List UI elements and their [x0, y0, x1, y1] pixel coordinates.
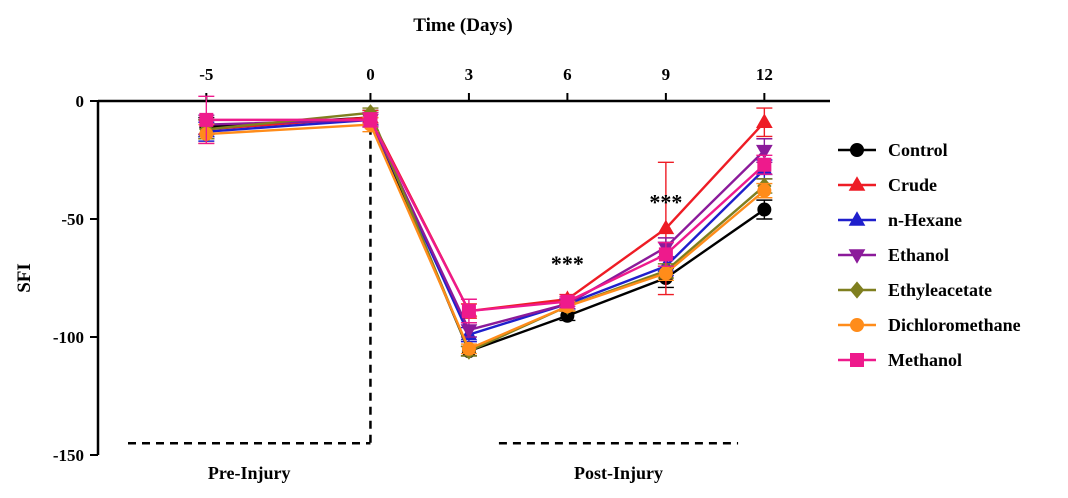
series-line: [206, 118, 766, 313]
legend-item: Crude: [838, 175, 937, 195]
phase-layer: Pre-Injury Post-Injury: [128, 112, 739, 483]
data-point: [757, 157, 772, 172]
legend-item: n-Hexane: [838, 210, 962, 230]
legend-item: Methanol: [838, 350, 962, 370]
x-tick-label: 3: [465, 65, 474, 84]
legend-swatch-marker: [850, 143, 864, 157]
y-axis-title: SFI: [14, 263, 35, 293]
series-layer: [197, 95, 773, 360]
legend-label: Methanol: [888, 350, 962, 370]
legend-swatch-marker: [849, 281, 865, 299]
legend-label: Ethanol: [888, 245, 949, 265]
x-tick-label: -5: [199, 65, 213, 84]
legend-label: Dichloromethane: [888, 315, 1021, 335]
legend-swatch-marker: [848, 176, 866, 191]
y-tick-label: 0: [76, 92, 85, 111]
legend-swatch-marker: [848, 249, 866, 264]
data-point: [756, 113, 773, 128]
data-point: [757, 202, 772, 217]
data-point: [199, 112, 214, 127]
series-line: [206, 118, 766, 337]
legend-label: Ethyleacetate: [888, 280, 992, 300]
series-dichloromethane: [198, 116, 773, 356]
tick-layer: -5 0 3 6 9 120-50-100-150: [53, 65, 773, 465]
data-point: [657, 219, 675, 235]
data-point: [461, 341, 476, 356]
series-ethyleacetate: [198, 104, 773, 360]
series-crude: [197, 107, 773, 319]
data-point: [363, 112, 378, 127]
data-point: [658, 247, 673, 262]
x-tick-label: 12: [756, 65, 773, 84]
data-point: [461, 304, 476, 319]
legend: Control Crude n-Hexane Ethanol Ethyleacetate…: [838, 140, 1021, 370]
legend-label: Crude: [888, 175, 937, 195]
y-tick-label: -50: [61, 210, 84, 229]
series-methanol: [198, 95, 773, 324]
x-tick-label: 6: [563, 65, 572, 84]
data-point: [757, 183, 772, 198]
legend-swatch-marker: [850, 353, 864, 367]
data-point: [756, 144, 773, 160]
legend-swatch-marker: [848, 211, 866, 226]
series-line: [206, 118, 766, 332]
annotation-layer: *** ***: [551, 190, 682, 276]
data-point: [658, 266, 673, 281]
legend-label: Control: [888, 140, 948, 160]
legend-item: Dichloromethane: [838, 315, 1021, 335]
legend-item: Ethyleacetate: [838, 280, 992, 300]
legend-item: Ethanol: [838, 245, 949, 265]
phase-label: Post-Injury: [574, 463, 663, 483]
x-tick-label: 9: [662, 65, 671, 84]
axes: [96, 99, 830, 455]
legend-item: Control: [838, 140, 948, 160]
legend-label: n-Hexane: [888, 210, 962, 230]
significance-annotation: ***: [649, 190, 682, 215]
data-point: [560, 294, 575, 309]
x-tick-label: 0: [366, 65, 375, 84]
data-point: [460, 324, 478, 339]
series-control: [198, 109, 773, 359]
y-tick-label: -100: [53, 328, 84, 347]
significance-annotation: ***: [551, 251, 584, 276]
y-tick-label: -150: [53, 446, 84, 465]
x-axis-title: Time (Days): [413, 15, 512, 36]
legend-swatch-marker: [850, 318, 864, 332]
phase-label: Pre-Injury: [208, 463, 291, 483]
series-line: [206, 123, 766, 351]
series-ethanol: [197, 112, 773, 339]
